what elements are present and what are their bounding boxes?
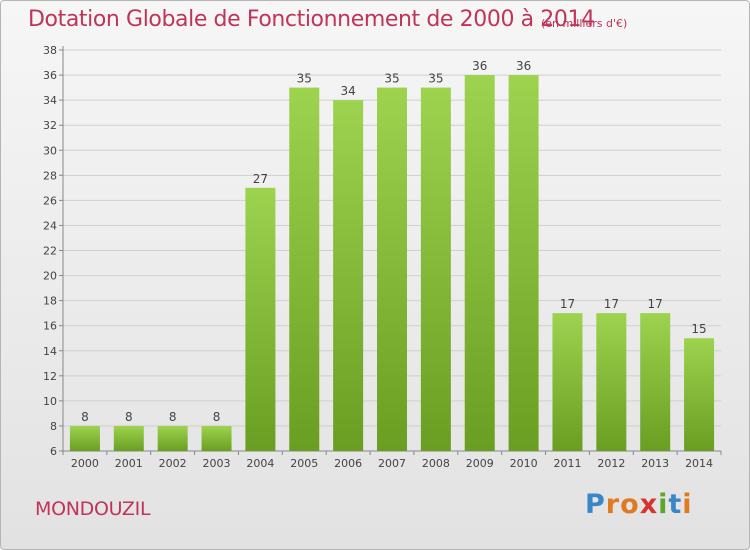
x-tick-label: 2002 [159, 457, 187, 470]
data-label-2009: 36 [472, 59, 487, 73]
data-label-2001: 8 [125, 410, 133, 424]
bar-2001 [113, 425, 144, 451]
x-tick-label: 2001 [115, 457, 143, 470]
x-tick-label: 2009 [466, 457, 494, 470]
y-tick-label: 26 [43, 194, 57, 207]
y-tick-label: 34 [43, 94, 57, 107]
y-tick-label: 22 [43, 245, 57, 258]
bar-2000 [69, 425, 100, 451]
data-label-2007: 35 [384, 72, 399, 86]
bar-2011 [552, 313, 583, 451]
logo-letter: r [605, 489, 621, 520]
data-label-2003: 8 [213, 410, 221, 424]
data-label-2006: 34 [340, 84, 355, 98]
x-tick-label: 2003 [203, 457, 231, 470]
logo-letter: P [585, 489, 606, 520]
y-tick-label: 8 [50, 420, 57, 433]
y-tick-label: 20 [43, 270, 57, 283]
bar-2002 [157, 425, 188, 451]
x-tick-label: 2007 [378, 457, 406, 470]
bar-2010 [508, 75, 539, 451]
y-tick-label: 14 [43, 345, 57, 358]
logo-letter: i [658, 489, 669, 520]
axes: 6 8 10 12 14 16 18 20 22 24 26 28 30 32 34 36 38 2000 2001… [43, 44, 722, 470]
bar-2003 [201, 425, 232, 451]
bar-2007 [377, 87, 407, 451]
logo-letter: x [639, 489, 659, 520]
data-label-2011: 17 [560, 297, 575, 311]
x-tick-label: 2011 [553, 457, 581, 470]
bar-2004 [245, 187, 276, 451]
y-tick-label: 6 [50, 445, 57, 458]
x-tick-label: 2010 [510, 457, 538, 470]
data-label-2008: 35 [428, 72, 443, 86]
x-tick-label: 2005 [290, 457, 318, 470]
proxiti-logo: Proxiti [585, 489, 693, 520]
x-tick-label: 2012 [597, 457, 625, 470]
bar-2012 [596, 313, 627, 451]
data-label-2000: 8 [81, 410, 89, 424]
y-tick-label: 24 [43, 219, 57, 232]
logo-letter: i [682, 489, 693, 520]
logo-letter: t [668, 489, 683, 520]
bar-2005 [289, 87, 320, 451]
data-label-2005: 35 [297, 72, 312, 86]
logo-letter: o [620, 489, 640, 520]
y-tick-label: 18 [43, 295, 57, 308]
bar-2014 [684, 338, 715, 451]
data-labels: 8 8 8 8 27 35 34 35 35 36 36 17 17 17 15 [81, 59, 707, 424]
x-tick-label: 2004 [246, 457, 274, 470]
data-label-2012: 17 [604, 297, 619, 311]
x-tick-label: 2006 [334, 457, 362, 470]
y-tick-label: 32 [43, 119, 57, 132]
x-tick-label: 2014 [685, 457, 713, 470]
y-tick-label: 38 [43, 44, 57, 57]
y-tick-label: 36 [43, 69, 57, 82]
y-tick-label: 12 [43, 370, 57, 383]
chart-title: Dotation Globale de Fonctionnement de 20… [28, 7, 595, 32]
data-label-2013: 17 [648, 297, 663, 311]
bars [69, 75, 715, 451]
bar-2006 [333, 100, 364, 451]
chart-subtitle: (en milliers d'€) [541, 17, 628, 30]
x-tick-label: 2000 [71, 457, 99, 470]
x-tick-label: 2013 [641, 457, 669, 470]
data-label-2010: 36 [516, 59, 531, 73]
data-label-2004: 27 [253, 172, 268, 186]
bar-2009 [464, 75, 495, 451]
data-label-2002: 8 [169, 410, 177, 424]
data-label-2014: 15 [691, 322, 706, 336]
y-tick-label: 30 [43, 144, 57, 157]
x-tick-label: 2008 [422, 457, 450, 470]
bar-2013 [640, 313, 671, 451]
y-tick-label: 16 [43, 320, 57, 333]
bar-2008 [420, 87, 451, 451]
commune-name: MONDOUZIL [35, 498, 151, 520]
y-tick-label: 28 [43, 169, 57, 182]
y-tick-label: 10 [43, 395, 57, 408]
